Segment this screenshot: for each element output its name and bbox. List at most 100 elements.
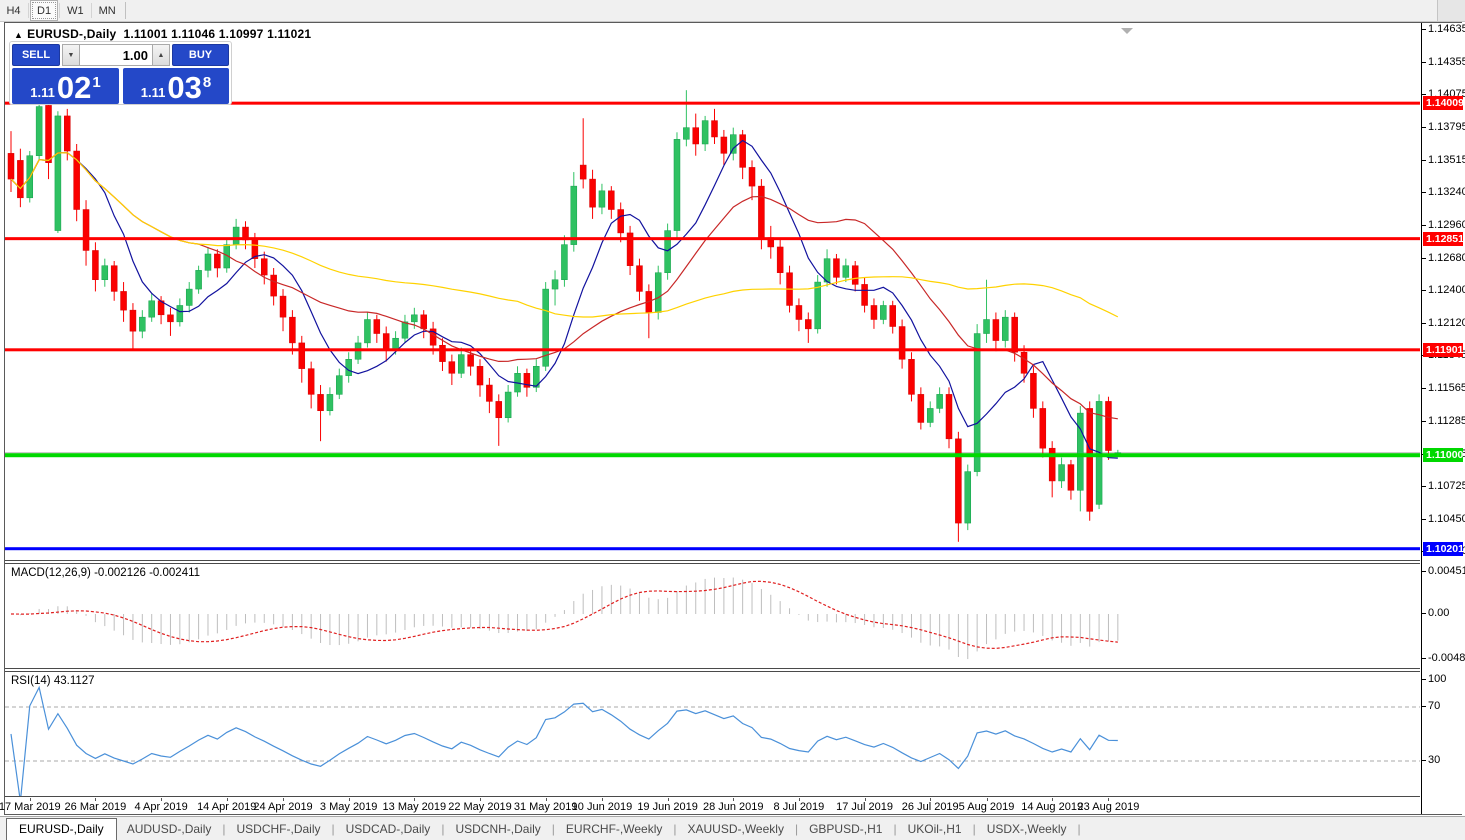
date-axis-label: 17 Mar 2019 <box>0 801 61 813</box>
symbol-tab-audusd-daily[interactable]: AUDUSD-,Daily <box>126 822 212 836</box>
candle-body <box>307 368 315 395</box>
candle-body <box>298 342 306 369</box>
date-axis-tick <box>733 798 735 801</box>
rsi-name: RSI(14) <box>11 675 51 687</box>
symbol-tab-usdchf-daily[interactable]: USDCHF-,Daily <box>236 822 321 836</box>
candle-body <box>1077 412 1084 491</box>
chart-plot-area[interactable]: 17 Mar 2019 26 Mar 2019 4 Apr 2019 14 Apr 2… <box>0 23 1421 814</box>
candle-body <box>420 314 427 330</box>
price-chart-canvas[interactable] <box>5 25 1420 559</box>
chart-shift-marker-icon[interactable] <box>1121 28 1133 34</box>
date-axis-label: 28 Jun 2019 <box>702 801 764 813</box>
candle-body <box>1002 316 1009 341</box>
candle-body <box>701 120 709 145</box>
candle-body <box>758 185 765 238</box>
symbol-tab-usdcad-daily[interactable]: USDCAD-,Daily <box>345 822 431 836</box>
candle-body <box>654 272 662 313</box>
chart-ohlc-values: 1.11001 1.11046 1.10997 1.11021 <box>123 27 312 41</box>
tab-separator: | <box>1077 822 1081 836</box>
symbol-tab-usdx-weekly[interactable]: USDX-,Weekly <box>986 822 1067 836</box>
candle-body <box>73 150 80 210</box>
buy-button[interactable]: BUY <box>172 44 229 66</box>
symbol-tab-eurusd-daily[interactable]: EURUSD-,Daily <box>6 818 117 840</box>
candle-body <box>411 314 418 323</box>
timeframe-button-h4[interactable]: H4 <box>6 4 21 17</box>
horizontal-level-line[interactable] <box>5 101 1420 105</box>
toolbar-separator <box>28 3 29 18</box>
moving-average-line <box>10 139 1118 459</box>
candle-body <box>223 244 230 269</box>
candle-body <box>139 316 146 332</box>
symbol-tab-eurchf-weekly[interactable]: EURCHF-,Weekly <box>565 822 663 836</box>
candle-body <box>917 394 925 423</box>
date-axis-tick <box>161 798 163 801</box>
candle-body <box>167 314 174 323</box>
one-click-trade-widget: SELL ▼ ▲ BUY 1.11 02 1 1.11 03 8 <box>9 41 232 105</box>
candle-body <box>870 305 878 320</box>
candle-body <box>1048 447 1056 482</box>
volume-input[interactable] <box>80 44 152 66</box>
rsi-current-value: 43.1127 <box>53 675 95 687</box>
macd-current-values: -0.002126 -0.002411 <box>94 567 201 579</box>
horizontal-level-line[interactable] <box>5 348 1420 352</box>
candle-body <box>589 178 596 208</box>
candle-body <box>805 319 812 330</box>
rsi-panel-canvas[interactable] <box>5 673 1420 797</box>
buy-price-quote[interactable]: 1.11 03 8 <box>123 68 229 104</box>
date-axis-label: 4 Apr 2019 <box>134 801 188 813</box>
timeframe-button-mn[interactable]: MN <box>98 4 116 17</box>
tab-separator: | <box>972 822 976 836</box>
symbol-tab-usdcnh-daily[interactable]: USDCNH-,Daily <box>455 822 541 836</box>
candle-body <box>561 244 568 280</box>
candle-body <box>17 160 24 199</box>
sell-price-quote[interactable]: 1.11 02 1 <box>12 68 119 104</box>
candle-body <box>467 354 474 367</box>
date-axis-tick <box>29 798 31 801</box>
macd-panel-canvas[interactable] <box>5 565 1420 669</box>
date-axis-tick <box>545 798 547 801</box>
panel-splitter[interactable] <box>5 560 1420 564</box>
candle-body <box>1039 408 1047 449</box>
horizontal-level-line[interactable] <box>5 237 1420 241</box>
volume-increase-button[interactable]: ▲ <box>152 44 170 66</box>
candle-body <box>823 258 831 283</box>
panel-splitter[interactable] <box>5 668 1420 672</box>
candle-body <box>92 250 99 280</box>
horizontal-level-line[interactable] <box>5 453 1420 458</box>
buy-price-prefix: 1.11 <box>140 85 166 100</box>
horizontal-level-line[interactable] <box>5 547 1420 551</box>
price-axis-tick: 1.14635 <box>1422 23 1465 35</box>
volume-decrease-button[interactable]: ▼ <box>62 44 80 66</box>
candle-body <box>448 361 456 374</box>
price-level-tag: 1.10201 <box>1423 541 1464 556</box>
toolbar-separator <box>59 3 61 18</box>
date-axis-tick <box>95 798 97 801</box>
collapse-arrow-icon[interactable]: ▲ <box>14 30 24 40</box>
date-axis-label: 19 Jun 2019 <box>637 801 698 813</box>
timeframe-button-d1[interactable]: D1 <box>30 0 59 21</box>
date-axis-tick <box>798 798 800 801</box>
candle-body <box>7 153 15 180</box>
price-axis[interactable]: 1.14635 1.14355 1.14075 1.13795 1.13515 1.132… <box>1421 23 1465 814</box>
candle-body <box>936 394 943 409</box>
sell-button[interactable]: SELL <box>12 44 60 66</box>
toolbar-separator <box>90 3 92 18</box>
candle-body <box>776 246 784 273</box>
rsi-axis-tick: 100 <box>1421 673 1447 685</box>
symbol-tab-gbpusd-h1[interactable]: GBPUSD-,H1 <box>809 822 883 836</box>
candle-body <box>720 136 728 154</box>
candle-body <box>232 226 240 245</box>
tab-separator: | <box>551 822 555 836</box>
price-level-tag: 1.12851 <box>1423 231 1464 246</box>
timeframe-button-w1[interactable]: W1 <box>67 4 84 17</box>
candle-body <box>392 337 399 351</box>
date-axis-label: 5 Aug 2019 <box>958 801 1015 813</box>
candle-body <box>683 127 690 140</box>
date-axis[interactable]: 17 Mar 2019 26 Mar 2019 4 Apr 2019 14 Apr 2… <box>0 798 1421 814</box>
candle-body <box>664 230 671 273</box>
candle-body <box>551 279 559 290</box>
symbol-tab-xauusd-weekly[interactable]: XAUUSD-,Weekly <box>687 822 784 836</box>
candle-body <box>964 471 972 524</box>
symbol-tab-ukoil-h1[interactable]: UKOil-,H1 <box>907 822 962 836</box>
tab-separator: | <box>794 822 799 836</box>
